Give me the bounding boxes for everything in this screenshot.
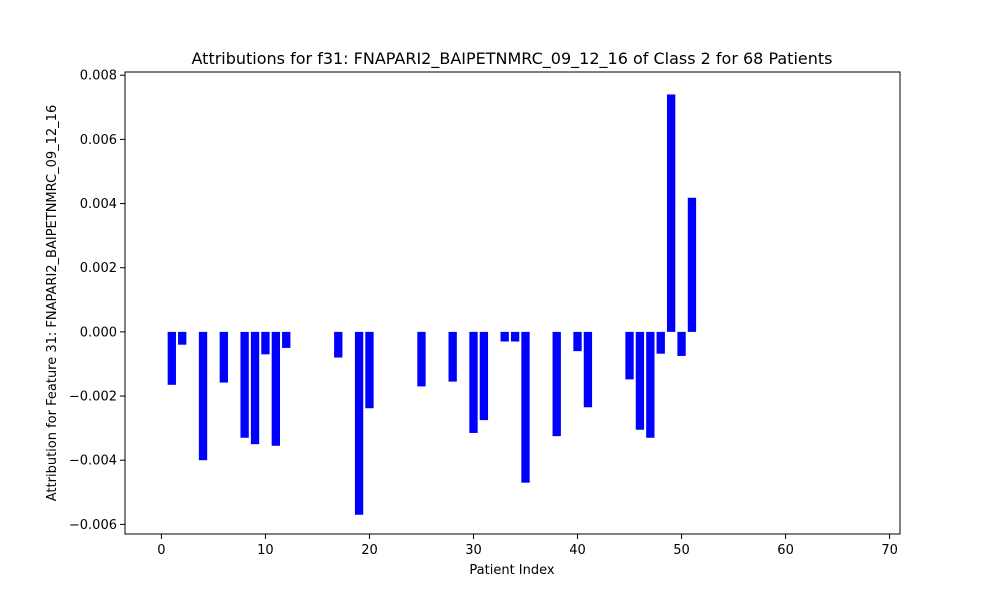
y-tick-label: 0.004 bbox=[80, 197, 117, 212]
y-tick-label: 0.002 bbox=[80, 261, 117, 276]
y-axis-ticks: −0.006 −0.004 −0.002 0.000 0.002 0.004 0.006 0.… bbox=[69, 69, 125, 533]
chart-title: Attributions for f31: FNAPARI2_BAIPETNMR… bbox=[192, 49, 833, 69]
bar-patient-33 bbox=[500, 331, 509, 342]
bar-patient-51 bbox=[687, 197, 697, 332]
y-tick-label: 0.008 bbox=[80, 69, 117, 84]
bar-patient-40 bbox=[573, 331, 582, 352]
x-tick-label: 50 bbox=[673, 543, 690, 558]
x-tick-label: 20 bbox=[361, 543, 378, 558]
y-axis-label: Attribution for Feature 31: FNAPARI2_BAI… bbox=[45, 105, 60, 501]
bar-patient-41 bbox=[583, 331, 593, 408]
bar-patient-19 bbox=[354, 331, 364, 515]
bar-patient-1 bbox=[167, 331, 176, 385]
x-axis-label: Patient Index bbox=[469, 563, 554, 578]
y-tick-label: −0.006 bbox=[69, 518, 117, 533]
bar-patient-38 bbox=[552, 331, 561, 437]
bar-patient-48 bbox=[656, 331, 665, 354]
bar-patient-46 bbox=[635, 331, 645, 430]
bar-patient-6 bbox=[219, 331, 228, 383]
bar-patient-28 bbox=[448, 331, 457, 382]
x-tick-label: 40 bbox=[569, 543, 586, 558]
bar-patient-11 bbox=[271, 331, 280, 446]
bar-patient-34 bbox=[510, 331, 520, 342]
bar-patient-9 bbox=[250, 331, 260, 445]
y-tick-label: 0.000 bbox=[80, 325, 117, 340]
y-tick-label: −0.004 bbox=[69, 454, 117, 469]
bar-patient-17 bbox=[334, 331, 343, 358]
bar-patient-12 bbox=[282, 331, 291, 348]
x-tick-label: 0 bbox=[157, 543, 165, 558]
bar-patient-20 bbox=[365, 331, 374, 409]
bar-patient-30 bbox=[469, 331, 478, 433]
bar-patient-8 bbox=[240, 331, 249, 438]
bar-patient-49 bbox=[666, 94, 676, 332]
bar-patient-50 bbox=[677, 331, 686, 356]
bar-patient-10 bbox=[261, 331, 270, 355]
x-tick-label: 60 bbox=[777, 543, 794, 558]
y-tick-label: −0.002 bbox=[69, 390, 117, 405]
plot-frame bbox=[124, 71, 901, 535]
bar-patient-35 bbox=[521, 331, 530, 483]
y-tick-label: 0.006 bbox=[80, 133, 117, 148]
bar-patient-47 bbox=[646, 331, 655, 438]
bar-patient-31 bbox=[479, 331, 489, 421]
bars-group bbox=[167, 94, 697, 515]
bar-patient-25 bbox=[417, 331, 426, 387]
x-tick-label: 10 bbox=[257, 543, 274, 558]
bar-patient-4 bbox=[198, 331, 208, 461]
bar-patient-45 bbox=[625, 331, 634, 380]
x-axis-ticks: 0 10 20 30 40 50 60 70 bbox=[157, 534, 898, 558]
x-tick-label: 30 bbox=[465, 543, 482, 558]
x-tick-label: 70 bbox=[881, 543, 898, 558]
bar-patient-2 bbox=[178, 331, 187, 345]
